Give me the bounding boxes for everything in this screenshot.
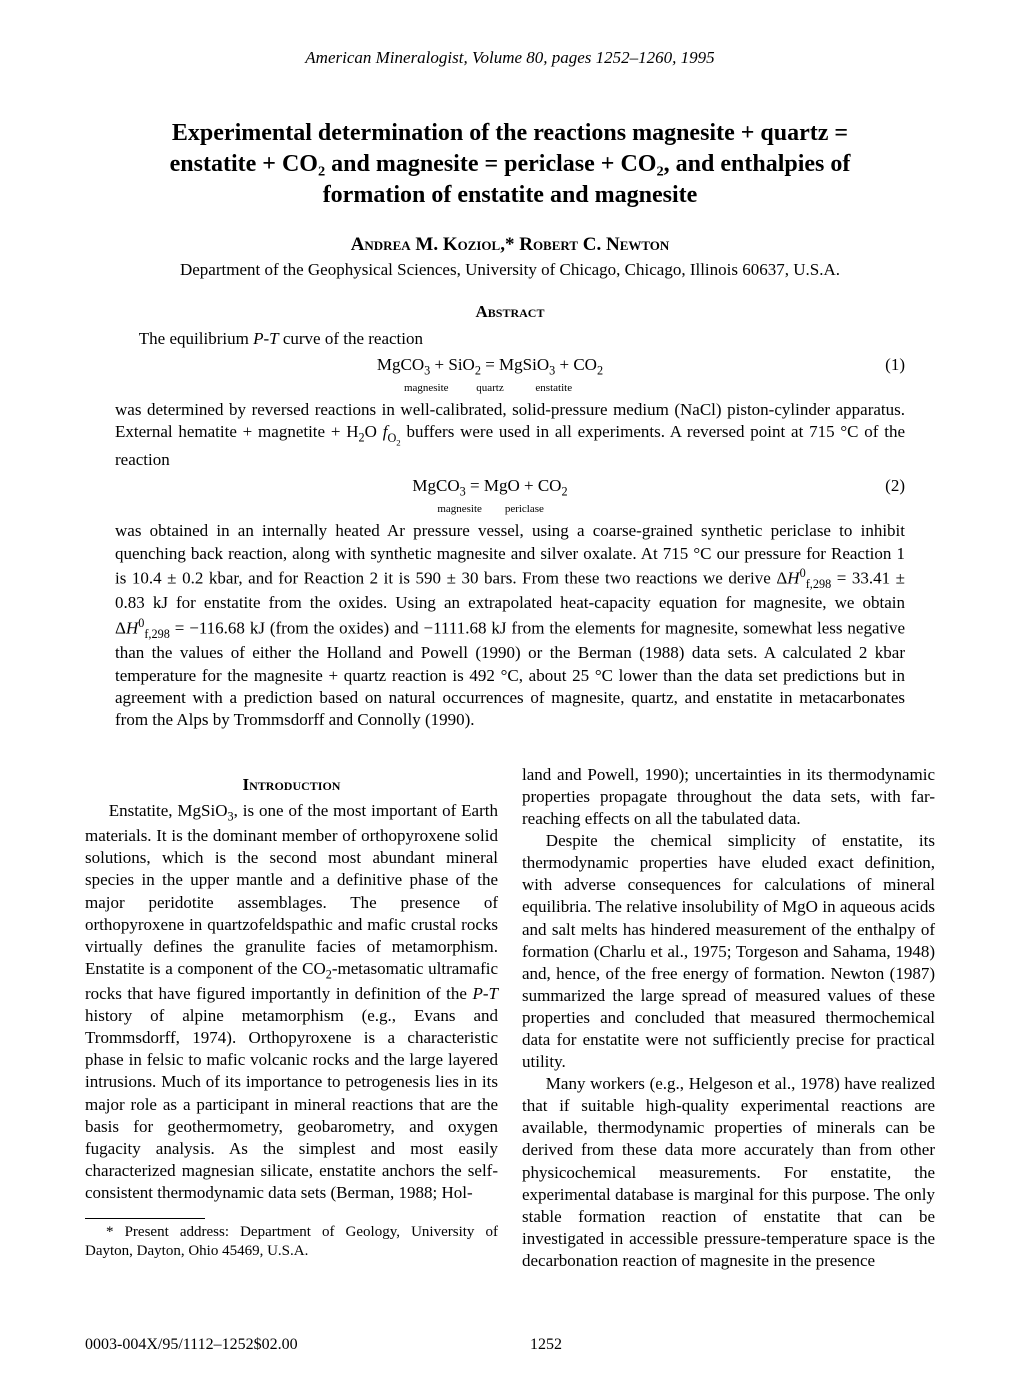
right-column: land and Powell, 1990); uncertainties in… (522, 764, 935, 1272)
abstract-body: The equilibrium P-T curve of the reactio… (115, 328, 905, 732)
footnote: * Present address: Department of Geology… (85, 1223, 498, 1261)
footer-issn: 0003-004X/95/1112–1252$02.00 (85, 1336, 490, 1354)
intro-paragraph-1: Enstatite, MgSiO3, is one of the most im… (85, 800, 498, 1204)
title-line-1: Experimental determination of the reacti… (172, 120, 848, 146)
authors: Andrea M. Koziol,* Robert C. Newton (85, 234, 935, 256)
equation-1-labels: magnesite quartz enstatite (115, 381, 865, 396)
footer-page-number: 1252 (490, 1336, 935, 1354)
abstract-paragraph-1: was determined by reversed reactions in … (115, 399, 905, 471)
page: American Mineralogist, Volume 80, pages … (0, 0, 1020, 1394)
intro-paragraph-1-cont: land and Powell, 1990); uncertainties in… (522, 764, 935, 830)
abstract-heading: Abstract (85, 302, 935, 322)
left-column: Introduction Enstatite, MgSiO3, is one o… (85, 764, 498, 1272)
equation-2: MgCO3 = MgO + CO2 magnesite periclase (2… (115, 475, 905, 516)
intro-paragraph-2: Despite the chemical simplicity of ensta… (522, 830, 935, 1073)
two-column-body: Introduction Enstatite, MgSiO3, is one o… (85, 764, 935, 1272)
title-line-2: enstatite + CO₂ and magnesite = periclas… (170, 151, 851, 177)
journal-header: American Mineralogist, Volume 80, pages … (85, 48, 935, 68)
title-line-3: formation of enstatite and magnesite (323, 182, 698, 208)
footnote-separator (85, 1218, 205, 1219)
intro-paragraph-3: Many workers (e.g., Helgeson et al., 197… (522, 1073, 935, 1272)
equation-1: MgCO3 + SiO2 = MgSiO3 + CO2 magnesite qu… (115, 354, 905, 395)
page-footer: 0003-004X/95/1112–1252$02.00 1252 (85, 1336, 935, 1354)
abstract-intro: The equilibrium P-T curve of the reactio… (115, 328, 905, 350)
equation-2-formula: MgCO3 = MgO + CO2 (115, 475, 865, 500)
article-title: Experimental determination of the reacti… (85, 118, 935, 212)
affiliation: Department of the Geophysical Sciences, … (85, 260, 935, 280)
equation-2-labels: magnesite periclase (115, 502, 865, 517)
equation-1-number: (1) (865, 354, 905, 376)
introduction-heading: Introduction (85, 774, 498, 796)
equation-2-number: (2) (865, 475, 905, 497)
equation-1-formula: MgCO3 + SiO2 = MgSiO3 + CO2 (115, 354, 865, 379)
abstract-paragraph-2: was obtained in an internally heated Ar … (115, 520, 905, 731)
